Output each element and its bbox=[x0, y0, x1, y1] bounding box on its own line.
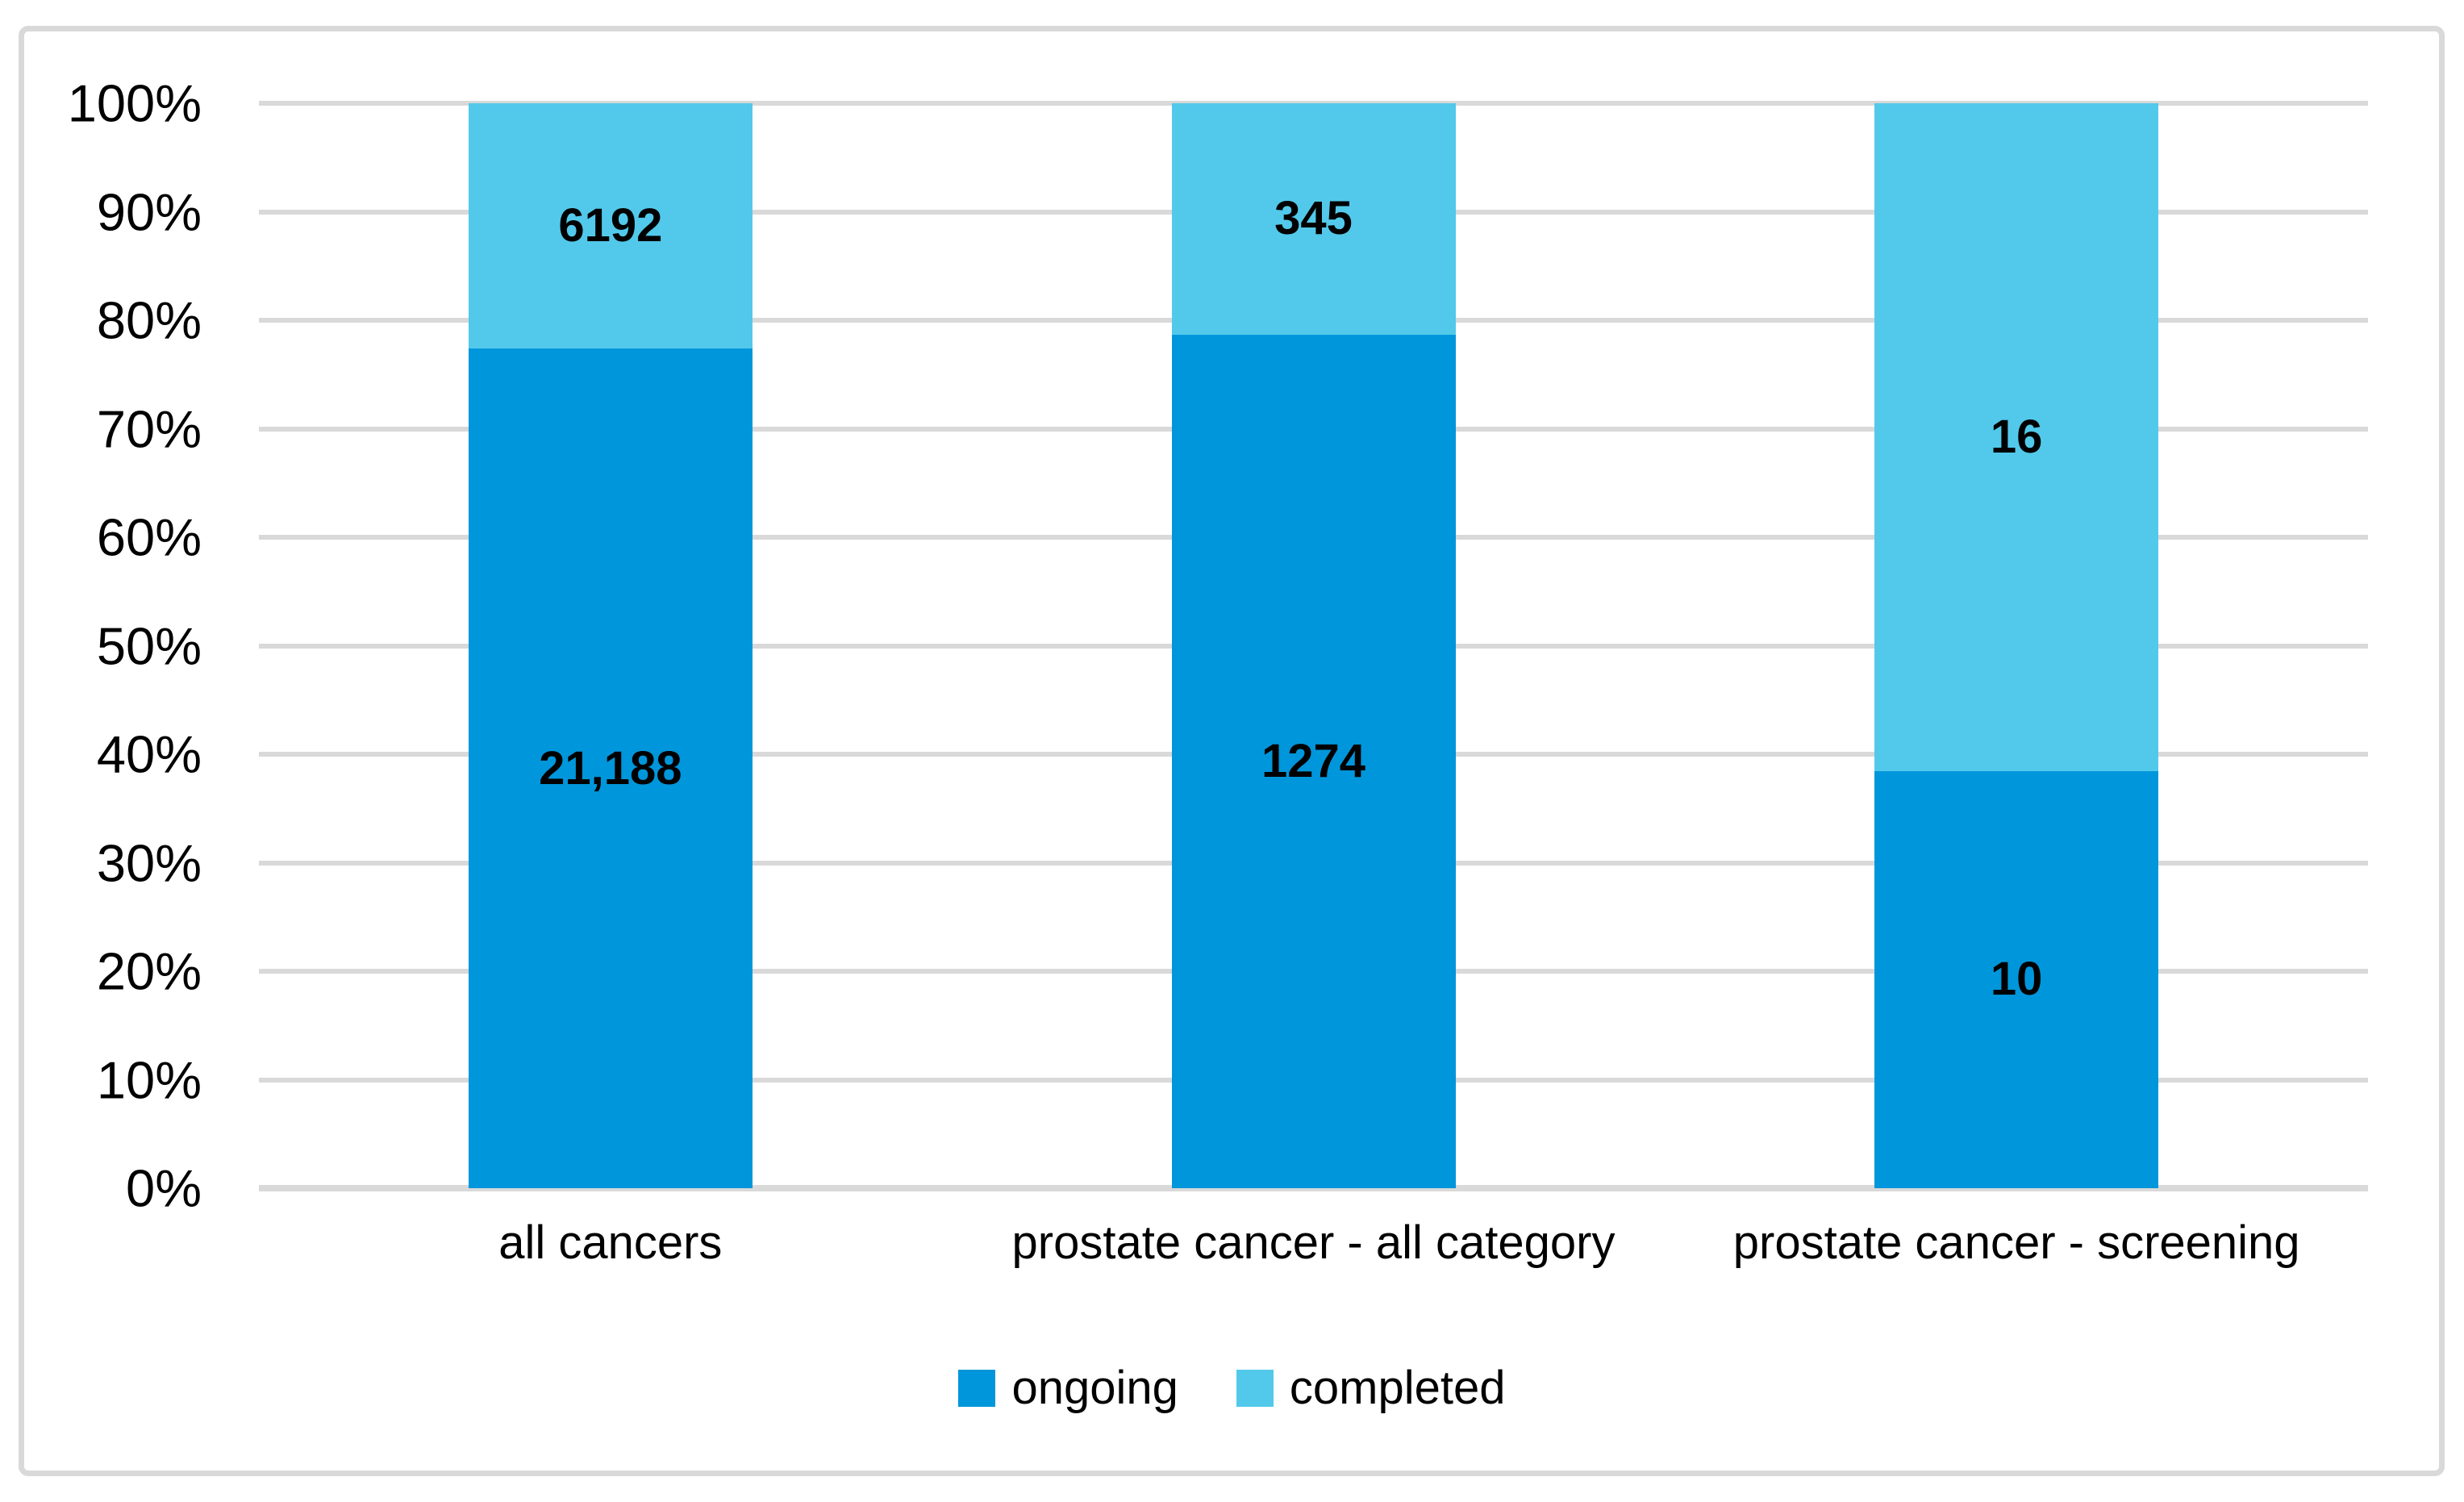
y-tick-label-10%: 10% bbox=[96, 1050, 202, 1109]
y-tick-label-70%: 70% bbox=[96, 399, 202, 458]
y-tick-label-80%: 80% bbox=[96, 290, 202, 350]
y-tick-label-40%: 40% bbox=[96, 724, 202, 784]
y-axis-tick-labels: 0% 10% 20% 30% 40% 50% 60% 70% 80% 90% 100% bbox=[32, 77, 202, 1215]
data-label-completed: 16 bbox=[1990, 410, 2043, 463]
data-label-completed: 6192 bbox=[558, 199, 663, 252]
bar-prostate-cancer-all-category: 1274 345 bbox=[1171, 103, 1456, 1188]
bar-segment-ongoing: 1274 bbox=[1171, 334, 1456, 1188]
y-tick-label-0%: 0% bbox=[126, 1158, 202, 1218]
bar-segment-completed: 6192 bbox=[468, 103, 753, 349]
legend-label-completed: completed bbox=[1289, 1362, 1506, 1414]
y-tick-label-90%: 90% bbox=[96, 182, 202, 241]
bar-segment-ongoing: 21,188 bbox=[468, 348, 753, 1188]
bar-segment-completed: 345 bbox=[1171, 103, 1456, 335]
data-label-ongoing: 21,188 bbox=[539, 741, 682, 795]
bar-segment-ongoing: 10 bbox=[1874, 770, 2159, 1188]
data-label-ongoing: 10 bbox=[1990, 953, 2043, 1006]
bar-prostate-cancer-screening: 10 16 bbox=[1874, 103, 2159, 1188]
legend-swatch-ongoing bbox=[958, 1370, 996, 1407]
data-label-ongoing: 1274 bbox=[1261, 734, 1366, 787]
x-axis-category-labels: all cancers prostate cancer - all categor… bbox=[0, 1215, 2464, 1287]
legend-swatch-completed bbox=[1236, 1370, 1274, 1407]
gridline-0% bbox=[259, 1185, 2368, 1191]
data-label-completed: 345 bbox=[1274, 192, 1353, 245]
legend: ongoing completed bbox=[0, 1365, 2464, 1412]
gridline-100% bbox=[259, 101, 2368, 106]
y-tick-label-50%: 50% bbox=[96, 616, 202, 675]
chart-border-frame bbox=[19, 26, 2445, 1476]
legend-label-ongoing: ongoing bbox=[1011, 1362, 1178, 1414]
y-tick-label-30%: 30% bbox=[96, 833, 202, 892]
legend-entry-ongoing: ongoing bbox=[958, 1365, 1178, 1412]
x-tick-label-prostate-cancer-screening: prostate cancer - screening bbox=[1732, 1216, 2300, 1269]
x-tick-label-all-cancers: all cancers bbox=[498, 1216, 723, 1269]
x-tick-label-prostate-cancer-all-category: prostate cancer - all category bbox=[1011, 1216, 1616, 1269]
bar-all-cancers: 21,188 6192 bbox=[468, 103, 753, 1188]
y-tick-label-100%: 100% bbox=[67, 73, 202, 133]
bar-segment-completed: 16 bbox=[1874, 103, 2159, 771]
plot-area: 21,188 6192 1274 345 10 16 bbox=[259, 101, 2368, 1191]
y-tick-label-60%: 60% bbox=[96, 507, 202, 567]
legend-entry-completed: completed bbox=[1236, 1365, 1506, 1412]
y-tick-label-20%: 20% bbox=[96, 941, 202, 1001]
